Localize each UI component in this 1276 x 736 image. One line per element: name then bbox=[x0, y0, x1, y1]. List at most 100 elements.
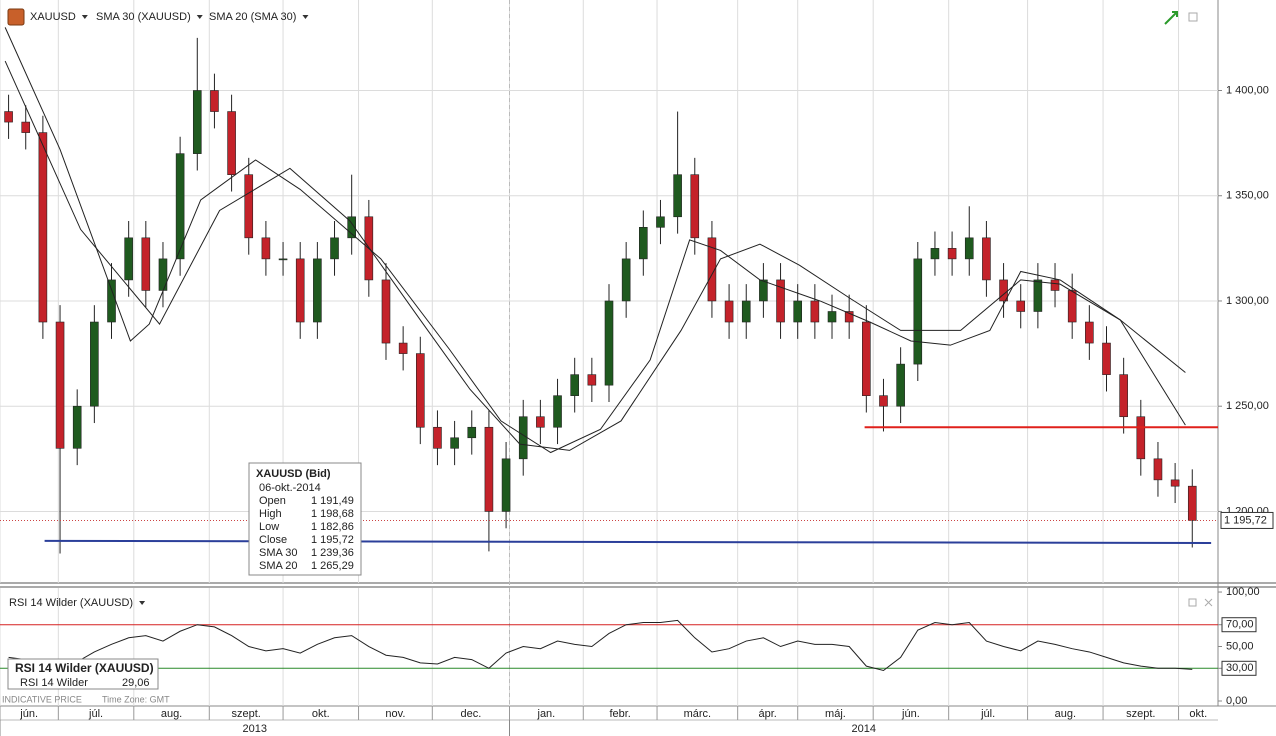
level-line bbox=[44, 539, 1212, 545]
x-tick-label: aug. bbox=[1055, 708, 1076, 720]
year-label: 2013 bbox=[243, 723, 267, 735]
candle-body bbox=[227, 111, 236, 175]
footer-timezone: Time Zone: GMT bbox=[102, 694, 170, 704]
tooltip-label: Close bbox=[259, 534, 287, 546]
candle-body bbox=[1067, 290, 1077, 323]
candle-body bbox=[4, 111, 13, 123]
x-tick-label: szept. bbox=[1126, 708, 1155, 720]
x-tick-label: jún. bbox=[901, 708, 920, 720]
y-tick-label: 1 400,00 bbox=[1226, 84, 1269, 96]
candle-body bbox=[450, 437, 459, 449]
window-icon[interactable] bbox=[1188, 12, 1198, 22]
candle-body bbox=[553, 395, 562, 428]
tooltip-title: RSI 14 Wilder (XAUUSD) bbox=[15, 661, 154, 675]
trend-icon[interactable] bbox=[1164, 11, 1178, 25]
x-tick-label: dec. bbox=[461, 708, 482, 720]
candle-body bbox=[330, 237, 339, 260]
candle-body bbox=[484, 426, 494, 512]
tooltip-label: SMA 20 bbox=[259, 560, 298, 572]
candle-body bbox=[810, 300, 820, 323]
x-tick-label: júl. bbox=[88, 708, 103, 720]
dropdown-arrow bbox=[81, 15, 88, 19]
dropdown-arrow bbox=[302, 15, 309, 19]
candle-body bbox=[415, 353, 425, 428]
candle-body bbox=[930, 248, 940, 260]
candle-body bbox=[72, 405, 82, 449]
tooltip-label: Open bbox=[259, 495, 286, 507]
x-tick-label: máj. bbox=[825, 708, 846, 720]
candle-body bbox=[656, 216, 665, 228]
candle-body bbox=[879, 395, 888, 407]
candle-body bbox=[398, 342, 408, 354]
y-tick-label: 1 250,00 bbox=[1226, 400, 1269, 412]
dropdown-arrow bbox=[139, 601, 146, 605]
x-tick-label: szept. bbox=[231, 708, 260, 720]
candle-body bbox=[38, 132, 48, 323]
candle-body bbox=[982, 237, 991, 281]
candle-body bbox=[158, 258, 168, 291]
x-tick-label: okt. bbox=[1189, 708, 1207, 720]
candle-body bbox=[381, 279, 391, 344]
candle-body bbox=[999, 279, 1008, 302]
x-tick-label: márc. bbox=[684, 708, 712, 720]
indicator-dropdown[interactable]: RSI 14 Wilder (XAUUSD) bbox=[9, 597, 133, 609]
window-icon[interactable] bbox=[1188, 598, 1197, 607]
tooltip-box bbox=[7, 658, 159, 690]
candle-body bbox=[1033, 279, 1043, 312]
candle-body bbox=[192, 90, 202, 154]
tooltip-value: 1 239,36 bbox=[311, 547, 354, 559]
y-tick-label: 30,00 bbox=[1226, 662, 1254, 674]
candle-body bbox=[690, 174, 700, 239]
tooltip-date: 06-okt.-2014 bbox=[259, 482, 321, 494]
tooltip-value: 1 191,49 bbox=[311, 495, 354, 507]
x-tick-label: aug. bbox=[161, 708, 182, 720]
candle-body bbox=[570, 374, 579, 396]
y-tick-box bbox=[1221, 617, 1257, 633]
candle-body bbox=[964, 237, 974, 260]
tooltip-value: 1 195,72 bbox=[311, 534, 354, 546]
toolbar: XAUUSD SMA 30 (XAUUSD) SMA 20 (SMA 30) R… bbox=[7, 8, 1213, 609]
candle-body bbox=[707, 237, 717, 302]
last-price-label: 1 195,72 bbox=[1224, 514, 1267, 526]
candle-body bbox=[244, 174, 254, 239]
candle-body bbox=[175, 153, 185, 260]
candle-body bbox=[724, 300, 734, 323]
candle-body bbox=[1187, 485, 1197, 521]
candle-body bbox=[278, 258, 288, 261]
candle-body bbox=[776, 279, 785, 323]
sma-line bbox=[4, 60, 1186, 451]
x-tick-label: jan. bbox=[537, 708, 556, 720]
y-tick-label: 0,00 bbox=[1226, 695, 1247, 707]
tooltip-value: 29,06 bbox=[122, 677, 150, 689]
y-tick-label: 70,00 bbox=[1226, 619, 1254, 631]
y-tick-box bbox=[1221, 660, 1257, 676]
instrument-icon bbox=[7, 8, 25, 26]
x-tick-label: ápr. bbox=[759, 708, 777, 720]
tooltip-title: XAUUSD (Bid) bbox=[256, 468, 331, 480]
tooltip-value: 1 198,68 bbox=[311, 508, 354, 520]
close-icon[interactable] bbox=[1204, 598, 1213, 607]
candle-body bbox=[759, 279, 768, 302]
candle-body bbox=[639, 227, 648, 260]
candle-body bbox=[673, 174, 682, 218]
candle-body bbox=[1153, 458, 1163, 481]
instrument-dropdown[interactable]: XAUUSD bbox=[30, 11, 76, 23]
candle-body bbox=[55, 321, 65, 449]
candle-body bbox=[536, 416, 545, 428]
indicator-dropdown[interactable]: SMA 20 (SMA 30) bbox=[209, 11, 296, 23]
candle-body bbox=[141, 237, 151, 291]
candle-body bbox=[107, 279, 116, 323]
candle-body bbox=[913, 258, 923, 365]
rsi-line bbox=[8, 619, 1193, 672]
candle-body bbox=[1016, 300, 1026, 312]
y-tick-label: 1 300,00 bbox=[1226, 295, 1269, 307]
candle-body bbox=[1136, 416, 1146, 460]
indicator-dropdown[interactable]: SMA 30 (XAUUSD) bbox=[96, 11, 191, 23]
candle-body bbox=[1102, 342, 1111, 375]
candle-body bbox=[1170, 479, 1180, 487]
candle-body bbox=[261, 237, 271, 260]
x-tick-label: febr. bbox=[609, 708, 630, 720]
x-tick-label: júl. bbox=[980, 708, 995, 720]
candle-body bbox=[844, 311, 854, 323]
